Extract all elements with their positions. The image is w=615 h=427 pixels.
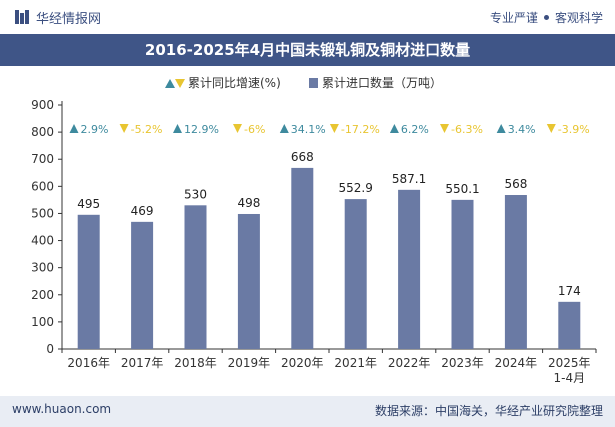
legend-down-triangle-icon [175, 79, 185, 88]
growth-rate-label: 2.9% [81, 123, 109, 136]
bar-value-label: 498 [237, 196, 260, 210]
tagline-left: 专业严谨 [489, 11, 538, 25]
y-tick-label: 0 [46, 342, 54, 356]
brand-name: 华经情报网 [36, 12, 102, 27]
header: 华经情报网 专业严谨 客观科学 [0, 0, 615, 34]
bar [131, 221, 154, 349]
legend-bar-swatch [309, 78, 318, 88]
bar-value-label: 552.9 [339, 181, 373, 195]
bar [344, 199, 367, 349]
bar [398, 189, 421, 349]
down-triangle-icon [233, 124, 242, 133]
x-tick-label: 2018年 [174, 356, 217, 370]
x-tick-label: 2016年 [67, 356, 110, 370]
growth-rate-label: 3.4% [508, 123, 536, 136]
up-triangle-icon [496, 124, 506, 133]
bar [558, 301, 581, 349]
bar [504, 195, 527, 349]
bar-value-label: 530 [184, 187, 207, 201]
y-tick-label: 300 [31, 261, 54, 275]
down-triangle-icon [329, 124, 339, 133]
x-tick-label: 2025年 [548, 356, 591, 370]
y-tick-label: 500 [31, 206, 54, 220]
legend-growth-label: 累计同比增速(%) [188, 76, 281, 90]
y-tick-label: 100 [31, 315, 54, 329]
logo-icon [15, 10, 29, 24]
down-triangle-icon [546, 124, 556, 133]
x-tick-label: 2019年 [228, 356, 271, 370]
bar-value-label: 550.1 [445, 182, 479, 196]
bar-value-label: 568 [504, 177, 527, 191]
x-tick-label: 1-4月 [553, 371, 585, 385]
bar [291, 167, 314, 349]
bar [184, 205, 207, 349]
website-link[interactable]: www.huaon.com [12, 402, 112, 416]
down-triangle-icon [119, 124, 129, 133]
bars [77, 167, 581, 349]
y-tick-label: 800 [31, 125, 54, 139]
bar-value-label: 174 [558, 284, 581, 298]
growth-rate-label: -5.2% [131, 123, 163, 136]
growth-rate-label: -6.3% [451, 123, 483, 136]
y-tick-label: 900 [31, 98, 54, 112]
down-triangle-icon [440, 124, 449, 133]
bar [451, 199, 474, 349]
growth-rate-label: 34.1% [291, 123, 326, 136]
growth-rate-label: -17.2% [341, 123, 380, 136]
growth-rate-label: 12.9% [184, 123, 219, 136]
legend-volume-label: 累计进口数量（万吨） [322, 75, 442, 90]
data-source: 数据来源：中国海关，华经产业研究院整理 [374, 404, 603, 418]
up-triangle-icon [279, 124, 289, 133]
chart: 累计同比增速(%) 累计进口数量（万吨） 0 100 200 300 400 500 600 7… [31, 75, 597, 385]
up-triangle-icon [173, 124, 182, 133]
chart-title: 2016-2025年4月中国未锻轧铜及铜材进口数量 [0, 34, 615, 66]
bar-value-label: 587.1 [392, 172, 426, 186]
dot-separator [543, 15, 549, 20]
y-tick-label: 600 [31, 179, 54, 193]
x-tick-label: 2024年 [495, 356, 538, 370]
growth-labels: 2.9% -5.2% 12.9% -6% 34.1% -17.2% 6.2% -6.3% 3.4… [69, 123, 590, 136]
legend-up-triangle-icon [165, 79, 175, 88]
bar [237, 213, 260, 349]
growth-rate-label: -3.9% [558, 123, 590, 136]
up-triangle-icon [389, 124, 399, 133]
x-tick-label: 2020年 [281, 356, 324, 370]
growth-rate-label: -6% [244, 123, 265, 136]
growth-rate-label: 6.2% [401, 123, 429, 136]
bar-value-label: 668 [291, 150, 314, 164]
y-tick-label: 200 [31, 288, 54, 302]
y-tick-label: 700 [31, 152, 54, 166]
x-tick-label: 2023年 [441, 356, 484, 370]
bar-value-label: 495 [77, 197, 100, 211]
x-tick-label: 2021年 [334, 356, 377, 370]
x-tick-label: 2017年 [121, 356, 164, 370]
up-triangle-icon [69, 124, 79, 133]
bar [77, 214, 100, 349]
bar-value-label: 469 [131, 204, 154, 218]
tagline-right: 客观科学 [554, 11, 603, 25]
tagline: 专业严谨 客观科学 [490, 9, 603, 26]
footer: www.huaon.com 数据来源：中国海关，华经产业研究院整理 [0, 396, 615, 427]
axes: 0 100 200 300 400 500 600 700 800 900 2016年 2017年 20… [31, 98, 597, 385]
x-tick-label: 2022年 [388, 356, 431, 370]
legend: 累计同比增速(%) 累计进口数量（万吨） [165, 75, 442, 90]
y-tick-label: 400 [31, 234, 54, 248]
value-labels: 495 469 530 498 668 552.9 587.1 550.1 568 174 [77, 150, 581, 298]
